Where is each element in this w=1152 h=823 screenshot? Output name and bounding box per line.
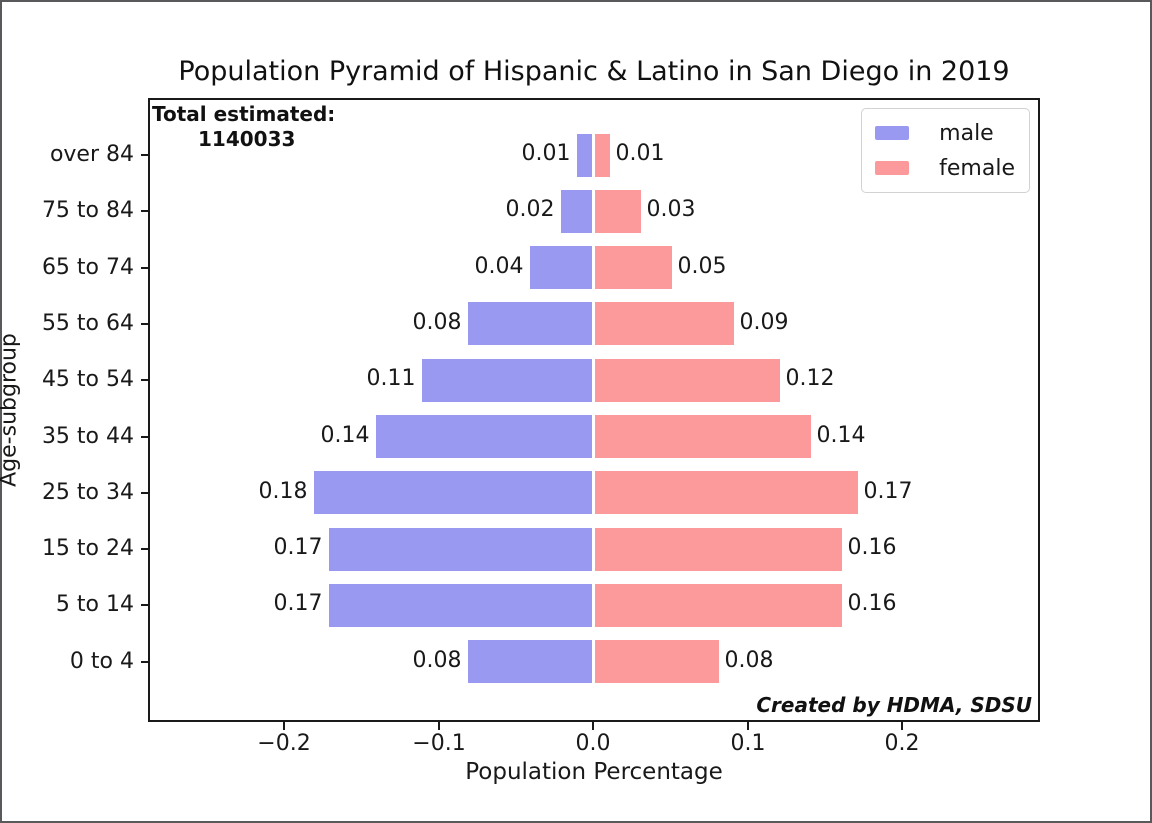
male-bar-65-to-74: [529, 246, 592, 289]
male-value-label-15-to-24: 0.17: [273, 535, 323, 560]
female-bar-75-to-84: [594, 190, 641, 233]
legend-label-female: female: [939, 155, 1015, 181]
male-value-label-55-to-64: 0.08: [412, 310, 462, 335]
female-value-label-25-to-34: 0.17: [863, 479, 913, 504]
male-value-label-65-to-74: 0.04: [474, 254, 524, 279]
ytick-label-over-84: over 84: [49, 142, 134, 167]
y-axis-label: Age-subgroup: [0, 333, 22, 487]
female-bar-5-to-14: [594, 584, 842, 627]
male-value-label-0-to-4: 0.08: [412, 648, 462, 673]
xtick-mark-2: [592, 722, 594, 730]
female-bar-45-to-54: [594, 359, 780, 402]
male-value-label-5-to-14: 0.17: [273, 591, 323, 616]
ytick-mark-2: [141, 267, 148, 269]
female-bar-55-to-64: [594, 302, 734, 345]
female-bar-25-to-34: [594, 471, 858, 514]
bars-container: 0.01 0.01 0.02 0.03 0.04 0.05 0.08 0.09 0.11 0.12…: [150, 100, 1038, 720]
ytick-label-75-to-84: 75 to 84: [41, 198, 134, 223]
xtick-label-−0.2: −0.2: [257, 731, 311, 756]
female-bar-35-to-44: [594, 415, 811, 458]
male-value-label-45-to-54: 0.11: [366, 366, 416, 391]
xtick-label-0.2: 0.2: [884, 731, 920, 756]
legend-entry-female: female: [875, 153, 1015, 183]
total-annotation: Total estimated: 1140033: [152, 102, 335, 152]
xtick-mark-4: [901, 722, 903, 730]
female-value-label-55-to-64: 0.09: [739, 310, 789, 335]
ytick-label-5-to-14: 5 to 14: [55, 592, 134, 617]
x-axis-label: Population Percentage: [465, 759, 723, 785]
xtick-label-0.1: 0.1: [730, 731, 766, 756]
xtick-mark-3: [747, 722, 749, 730]
total-annotation-title: Total estimated:: [152, 102, 336, 126]
ytick-mark-7: [141, 548, 148, 550]
ytick-label-55-to-64: 55 to 64: [41, 311, 134, 336]
male-bar-0-to-4: [467, 640, 592, 683]
female-bar-15-to-24: [594, 528, 842, 571]
ytick-label-65-to-74: 65 to 74: [41, 255, 134, 280]
ytick-mark-3: [141, 323, 148, 325]
legend: male female: [861, 108, 1030, 193]
female-value-label-65-to-74: 0.05: [677, 254, 727, 279]
male-bar-45-to-54: [421, 359, 592, 402]
ytick-mark-8: [141, 604, 148, 606]
legend-entry-male: male: [875, 118, 1015, 148]
credit-text: Created by HDMA, SDSU: [756, 693, 1032, 717]
male-bar-over-84: [576, 134, 592, 177]
ytick-label-25-to-34: 25 to 34: [41, 480, 134, 505]
male-bar-25-to-34: [313, 471, 592, 514]
female-swatch-icon: [875, 161, 910, 175]
ytick-mark-1: [141, 210, 148, 212]
female-value-label-over-84: 0.01: [615, 141, 665, 166]
ytick-label-0-to-4: 0 to 4: [69, 649, 134, 674]
female-value-label-5-to-14: 0.16: [847, 591, 897, 616]
female-value-label-15-to-24: 0.16: [847, 535, 897, 560]
ytick-mark-5: [141, 436, 148, 438]
female-bar-over-84: [594, 134, 610, 177]
plot-area: 0.01 0.01 0.02 0.03 0.04 0.05 0.08 0.09 0.11 0.12…: [148, 98, 1040, 722]
ytick-mark-6: [141, 492, 148, 494]
ytick-label-35-to-44: 35 to 44: [41, 424, 134, 449]
xtick-label-−0.1: −0.1: [412, 731, 466, 756]
ytick-label-15-to-24: 15 to 24: [41, 536, 134, 561]
total-annotation-value: 1140033: [198, 127, 296, 151]
male-swatch-icon: [875, 126, 910, 140]
female-bar-65-to-74: [594, 246, 672, 289]
female-value-label-0-to-4: 0.08: [724, 648, 774, 673]
legend-label-male: male: [939, 120, 994, 146]
ytick-mark-9: [141, 661, 148, 663]
male-value-label-75-to-84: 0.02: [505, 197, 555, 222]
xtick-mark-0: [283, 722, 285, 730]
female-value-label-35-to-44: 0.14: [816, 423, 866, 448]
male-bar-5-to-14: [328, 584, 592, 627]
male-bar-55-to-64: [467, 302, 592, 345]
female-bar-0-to-4: [594, 640, 719, 683]
xtick-label-0.0: 0.0: [575, 731, 611, 756]
female-value-label-75-to-84: 0.03: [646, 197, 696, 222]
xtick-mark-1: [438, 722, 440, 730]
chart-title: Population Pyramid of Hispanic & Latino …: [178, 56, 1010, 87]
ytick-mark-4: [141, 379, 148, 381]
ytick-mark-0: [141, 154, 148, 156]
male-value-label-over-84: 0.01: [521, 141, 571, 166]
male-bar-35-to-44: [375, 415, 592, 458]
female-value-label-45-to-54: 0.12: [785, 366, 835, 391]
male-value-label-35-to-44: 0.14: [320, 423, 370, 448]
male-bar-15-to-24: [328, 528, 592, 571]
male-bar-75-to-84: [560, 190, 592, 233]
male-value-label-25-to-34: 0.18: [258, 479, 308, 504]
ytick-label-45-to-54: 45 to 54: [41, 367, 134, 392]
